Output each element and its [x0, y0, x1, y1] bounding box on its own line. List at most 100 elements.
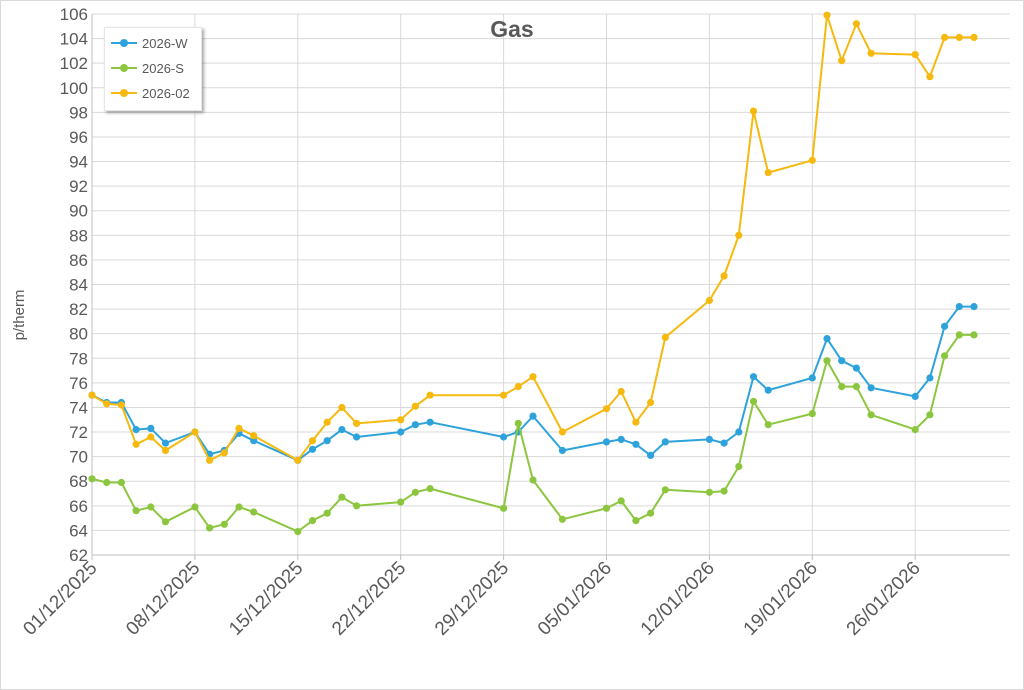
y-tick-label: 86	[69, 251, 88, 270]
data-point	[558, 446, 567, 455]
data-point	[808, 374, 816, 382]
legend-label: 2026-W	[142, 35, 188, 51]
legend: 2026-W 2026-S 2026-02	[104, 27, 202, 111]
data-point	[720, 487, 728, 495]
series-layer	[88, 11, 978, 536]
data-point	[558, 515, 567, 523]
y-tick-label: 70	[69, 448, 88, 467]
data-point	[867, 411, 875, 419]
data-point	[88, 391, 96, 399]
data-point	[970, 331, 978, 339]
data-point	[323, 418, 331, 426]
data-point	[397, 498, 405, 506]
y-tick-label: 74	[69, 398, 88, 417]
x-tick-label: 08/12/2025	[122, 558, 204, 640]
data-point	[602, 405, 611, 413]
series-line-2026-S	[91, 333, 974, 533]
y-tick-label: 62	[69, 546, 88, 565]
data-point	[147, 433, 155, 441]
y-tick-label: 68	[69, 472, 88, 491]
data-point	[632, 517, 640, 525]
data-point	[132, 440, 140, 448]
data-point	[132, 426, 140, 434]
data-point	[720, 439, 728, 447]
data-point	[970, 33, 978, 42]
y-tick-label: 64	[69, 521, 88, 540]
x-tick-label: 29/12/2025	[431, 558, 513, 640]
data-point	[632, 440, 640, 448]
data-point	[705, 488, 714, 496]
data-point	[617, 497, 625, 505]
data-point	[220, 449, 228, 457]
data-point	[735, 231, 743, 239]
data-point	[397, 428, 405, 436]
data-point	[206, 524, 214, 532]
data-point	[250, 432, 258, 440]
data-point	[529, 412, 537, 420]
data-point	[926, 73, 934, 81]
data-point	[764, 169, 772, 177]
y-axis-label: p/therm	[11, 290, 28, 341]
data-point	[88, 475, 96, 483]
data-point	[735, 428, 743, 436]
data-point	[661, 486, 669, 494]
data-point	[353, 502, 361, 510]
data-point	[500, 391, 508, 399]
y-tick-label: 94	[69, 153, 88, 172]
data-point	[764, 421, 772, 429]
grid-lines	[91, 13, 1010, 556]
y-tick-label: 100	[60, 79, 88, 98]
data-point	[426, 485, 434, 493]
data-point	[529, 373, 537, 381]
data-point	[191, 503, 199, 511]
data-point	[823, 11, 831, 19]
data-point	[500, 433, 508, 441]
data-point	[161, 446, 170, 455]
legend-item-2026-w: 2026-W	[111, 33, 188, 53]
data-point	[823, 335, 831, 343]
data-point	[191, 428, 199, 436]
data-point	[206, 456, 214, 464]
data-point	[926, 411, 934, 419]
x-tick-label: 05/01/2026	[534, 558, 616, 640]
data-point	[911, 392, 919, 400]
data-point	[808, 410, 816, 418]
series-2026-02	[88, 11, 978, 464]
y-tick-label: 102	[60, 54, 88, 73]
x-tick-label: 01/12/2025	[19, 558, 101, 640]
data-point	[411, 421, 419, 429]
data-point	[661, 333, 669, 341]
y-tick-label: 66	[69, 497, 88, 516]
data-point	[852, 20, 861, 28]
data-point	[926, 374, 934, 382]
data-point	[397, 416, 405, 424]
y-tick-label: 98	[69, 103, 88, 122]
data-point	[705, 296, 714, 305]
data-point	[338, 426, 346, 434]
data-point	[235, 424, 243, 432]
data-point	[147, 424, 155, 432]
data-point	[602, 504, 611, 512]
data-point	[411, 488, 419, 496]
chart-title: Gas	[490, 16, 533, 42]
data-point	[529, 476, 537, 484]
legend-swatch-2026-s	[111, 63, 137, 73]
data-point	[250, 437, 258, 445]
data-point	[411, 402, 419, 410]
y-tick-label: 82	[69, 300, 88, 319]
data-point	[838, 357, 846, 365]
data-point	[970, 303, 978, 311]
data-point	[617, 387, 625, 396]
y-tick-label: 88	[69, 226, 88, 245]
series-line-2026-02	[91, 14, 974, 462]
legend-label: 2026-S	[142, 60, 184, 76]
data-point	[808, 156, 816, 164]
x-tick-label: 19/01/2026	[740, 558, 822, 640]
data-point	[911, 426, 919, 434]
data-point	[720, 272, 728, 280]
data-point	[955, 303, 963, 311]
data-point	[838, 383, 846, 391]
data-point	[705, 435, 714, 443]
